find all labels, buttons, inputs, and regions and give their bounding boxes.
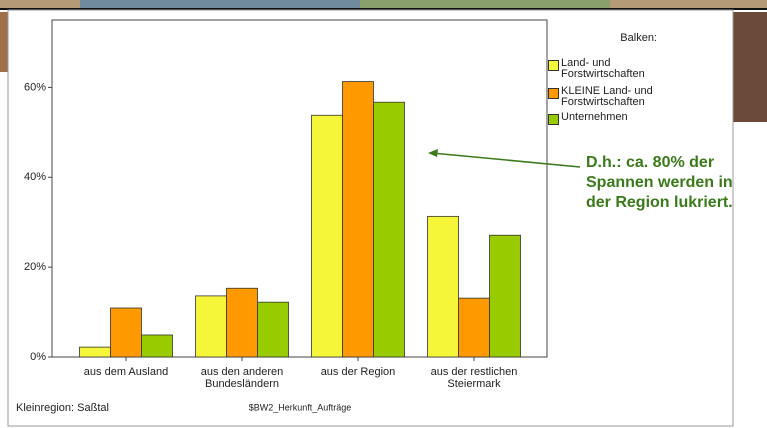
bar — [489, 234, 521, 358]
bar — [458, 297, 490, 358]
x-tick-label: aus der restlichen Steiermark — [430, 366, 518, 390]
legend-item: Unternehmen — [548, 111, 674, 125]
bar — [311, 114, 343, 358]
arrow-head — [428, 149, 438, 157]
annotation-arrow — [431, 152, 581, 168]
x-axis-label: $BW2_Herkunft_Aufträge — [249, 402, 352, 412]
bar — [110, 307, 142, 358]
y-tick-label: 40% — [24, 171, 46, 183]
y-tick-label: 0% — [30, 351, 46, 363]
bar — [342, 81, 374, 358]
y-tick-label: 20% — [24, 261, 46, 273]
legend-item: Land- und Forstwirtschaften — [548, 57, 674, 80]
legend-swatch — [548, 60, 559, 71]
x-tick-label: aus dem Ausland — [83, 366, 169, 378]
legend-item: KLEINE Land- und Forstwirtschaften — [548, 85, 674, 108]
bar — [195, 295, 227, 358]
legend-swatch — [548, 88, 559, 99]
bar — [427, 215, 459, 358]
legend-title: Balken: — [620, 32, 657, 44]
x-tick-label: aus der Region — [320, 366, 396, 378]
photo — [0, 12, 8, 72]
bar — [141, 334, 173, 358]
footer-left: Kleinregion: Saßtal — [16, 402, 109, 414]
bar — [257, 301, 289, 358]
legend-swatch — [548, 114, 559, 125]
annotation: D.h.: ca. 80% der Spannen werden in der … — [586, 154, 733, 211]
legend-label: Land- und Forstwirtschaften — [561, 57, 645, 80]
bar — [79, 346, 111, 358]
bar — [373, 101, 405, 358]
bar — [226, 287, 258, 358]
photo-strip — [80, 0, 360, 10]
photo-strip — [360, 0, 610, 10]
legend-label: KLEINE Land- und Forstwirtschaften — [561, 85, 653, 108]
x-tick-label: aus den anderen Bundesländern — [200, 366, 284, 390]
legend-label: Unternehmen — [561, 111, 628, 123]
y-tick-label: 60% — [24, 81, 46, 93]
photo — [730, 12, 767, 122]
